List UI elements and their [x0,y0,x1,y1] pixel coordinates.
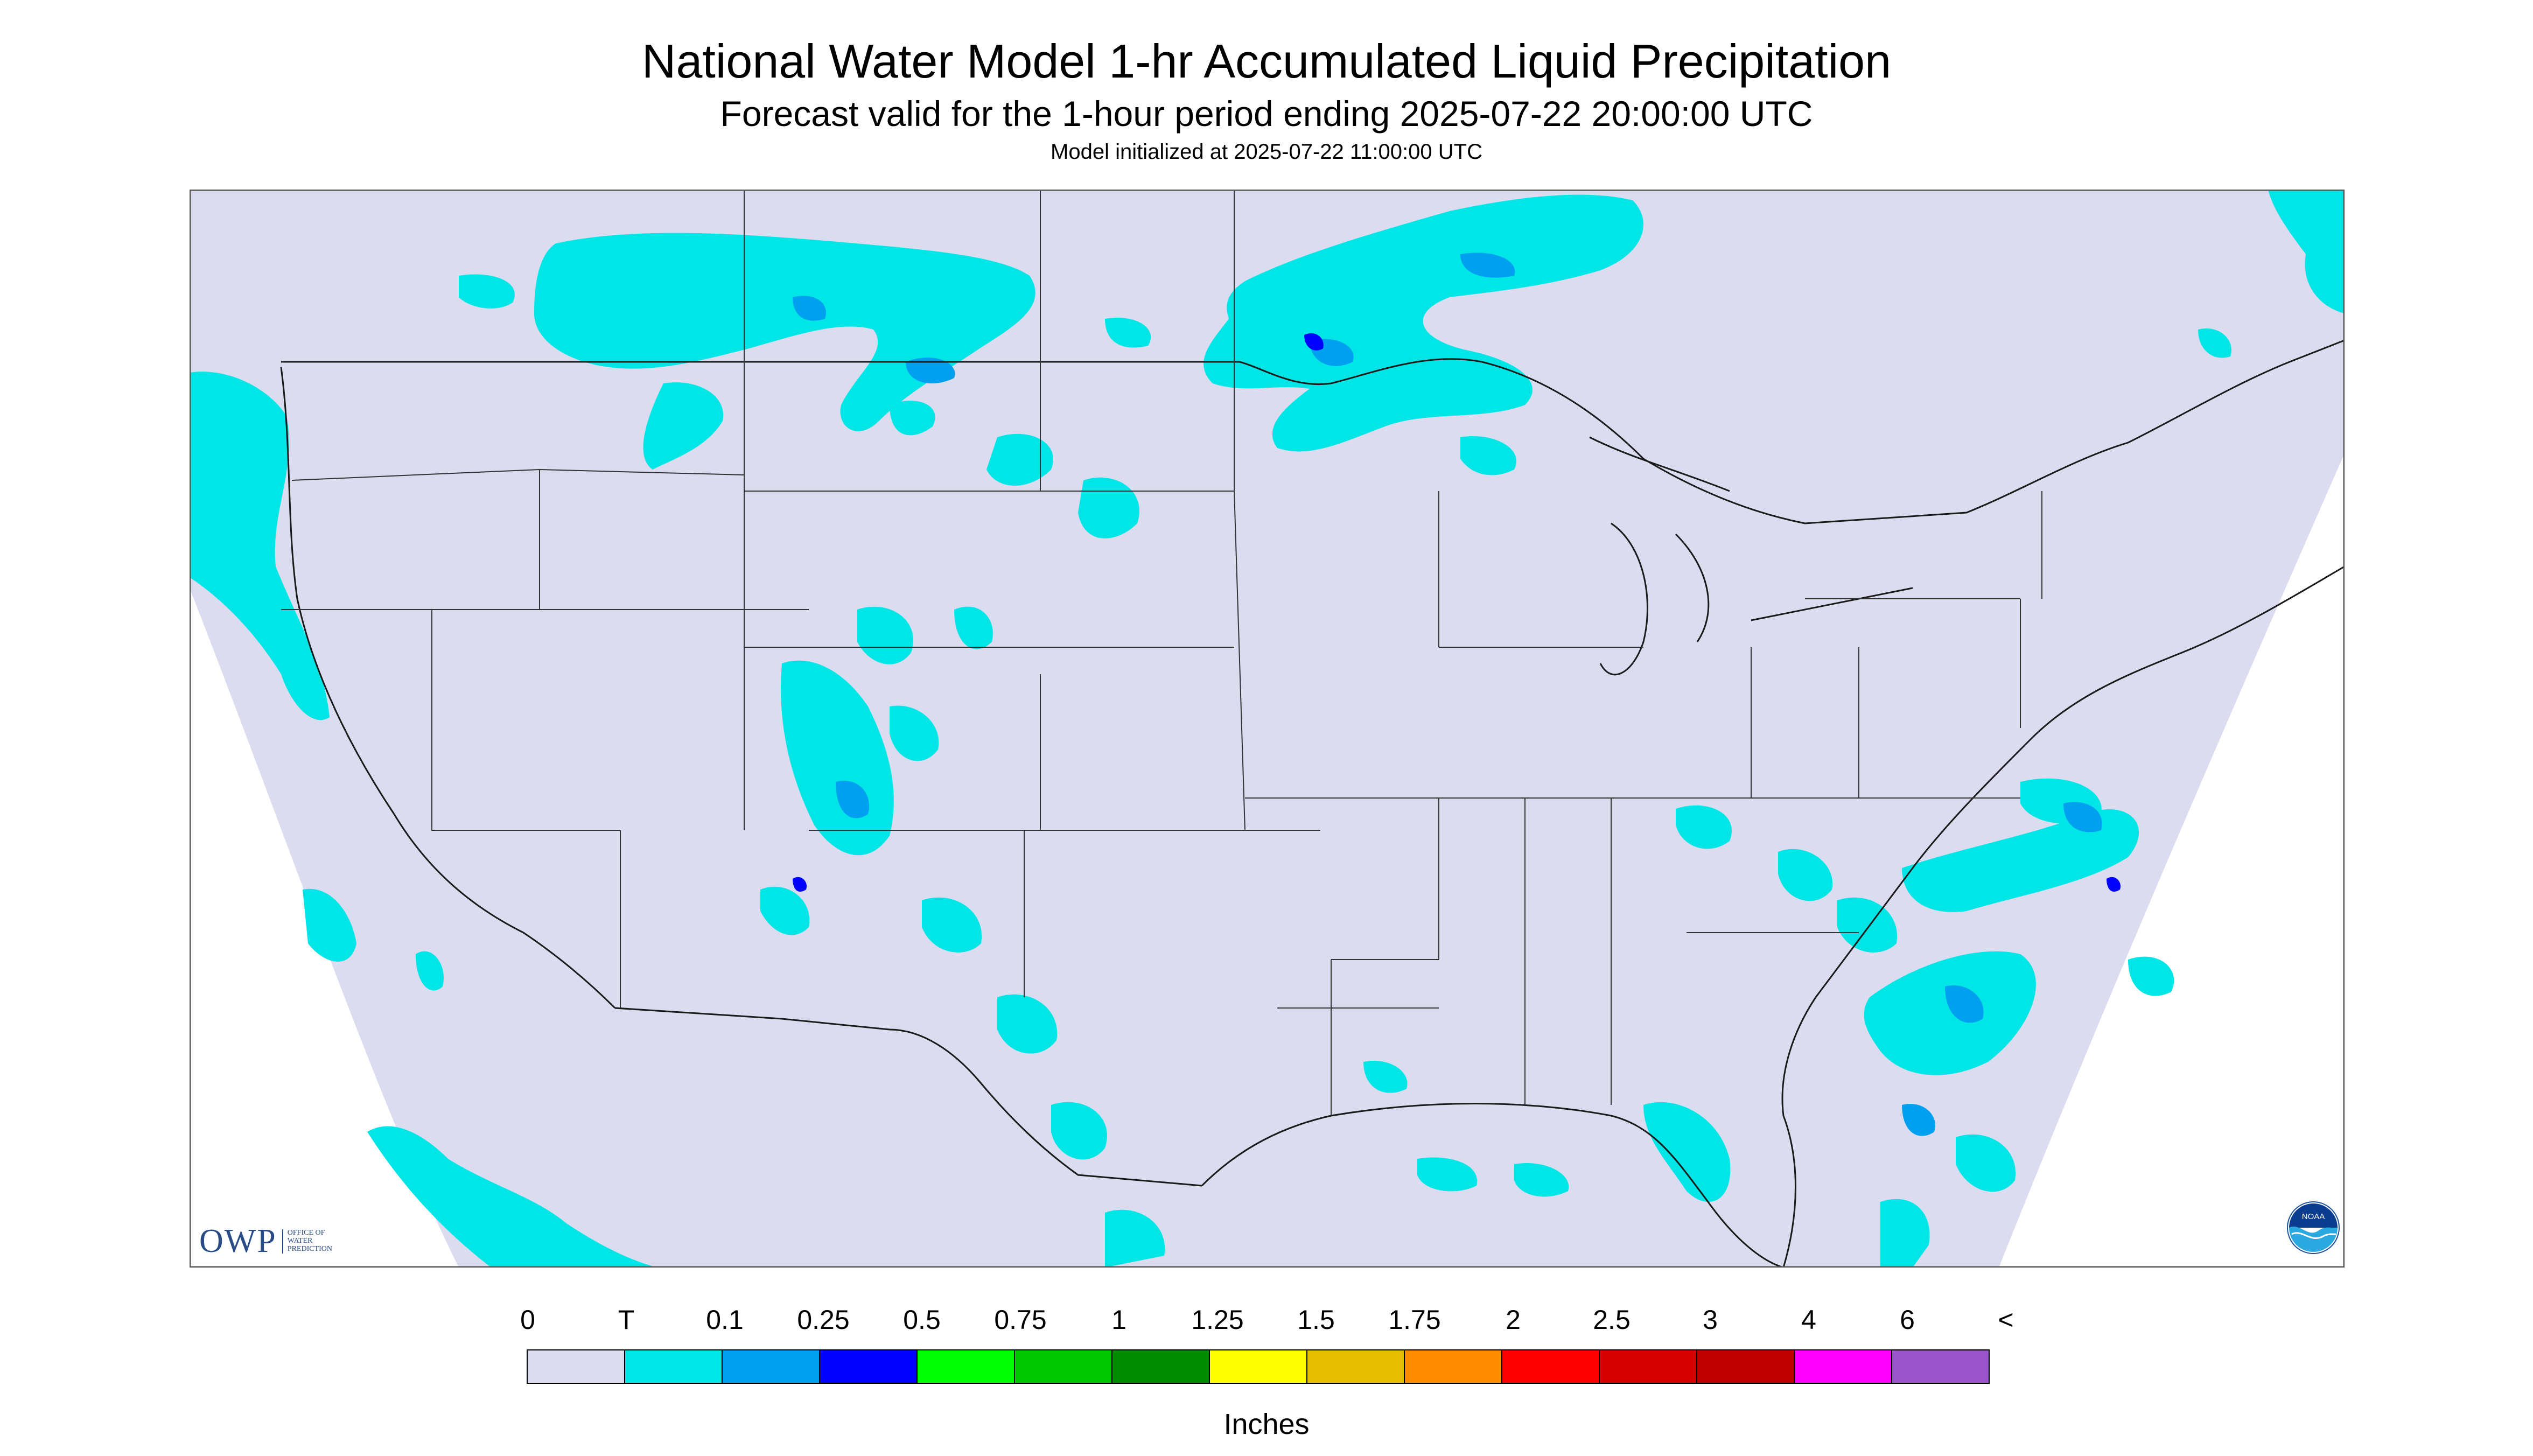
legend-swatch [1014,1349,1112,1384]
domain-mask-right [1999,453,2345,1268]
map-subtitle: Forecast valid for the 1-hour period end… [720,94,1813,134]
owp-logo-subtext: OFFICE OF WATER PREDICTION [282,1229,332,1254]
legend-tick-label: 0.5 [903,1305,941,1335]
legend-tick-label: 0.1 [706,1305,744,1335]
legend-swatch [527,1349,625,1384]
legend-tick-label: 3 [1703,1305,1718,1335]
legend-swatch [722,1349,820,1384]
owp-logo-text: OWP [199,1223,277,1259]
legend-swatch [1111,1349,1210,1384]
legend-tick-label: < [1998,1305,2014,1335]
precipitation-map [190,190,2345,1268]
map-frame [190,190,2345,1268]
legend-swatch [1599,1349,1697,1384]
boundary-lines [280,339,2345,1268]
legend-swatch [1306,1349,1405,1384]
legend-tick-label: 1 [1111,1305,1126,1335]
domain-mask-left [190,588,459,1268]
precip-heavy-areas [793,333,2121,892]
map-title: National Water Model 1-hr Accumulated Li… [641,34,1892,88]
noaa-logo: NOAA [2287,1201,2340,1254]
legend-tick-label: 1.75 [1388,1305,1441,1335]
legend-swatch [1209,1349,1307,1384]
legend-swatch [1794,1349,1892,1384]
legend-tick-label: 2.5 [1593,1305,1631,1335]
legend-color-bar [527,1349,1990,1384]
legend-tick-label: 4 [1801,1305,1816,1335]
legend-swatch [624,1349,723,1384]
legend-swatch [819,1349,918,1384]
legend-tick-label: 1.5 [1297,1305,1335,1335]
legend-tick-label: 0 [520,1305,535,1335]
legend-tick-label: 0.25 [797,1305,850,1335]
legend-tick-label: T [618,1305,635,1335]
legend-swatch [916,1349,1015,1384]
state-lines [281,190,2042,1116]
legend-swatch [1696,1349,1795,1384]
legend-unit-label: Inches [1223,1408,1310,1440]
noaa-logo-text: NOAA [2302,1212,2325,1221]
legend-swatch [1404,1349,1502,1384]
legend-swatch [1891,1349,1990,1384]
legend-tick-label: 1.25 [1191,1305,1244,1335]
model-init-text: Model initialized at 2025-07-22 11:00:00… [1051,140,1482,164]
legend-tick-label: 0.75 [994,1305,1047,1335]
legend-tick-label: 6 [1900,1305,1915,1335]
precip-moderate-areas [793,253,2102,1136]
legend-swatch [1501,1349,1600,1384]
owp-logo: OWP OFFICE OF WATER PREDICTION [199,1222,332,1261]
legend-tick-label: 2 [1506,1305,1521,1335]
